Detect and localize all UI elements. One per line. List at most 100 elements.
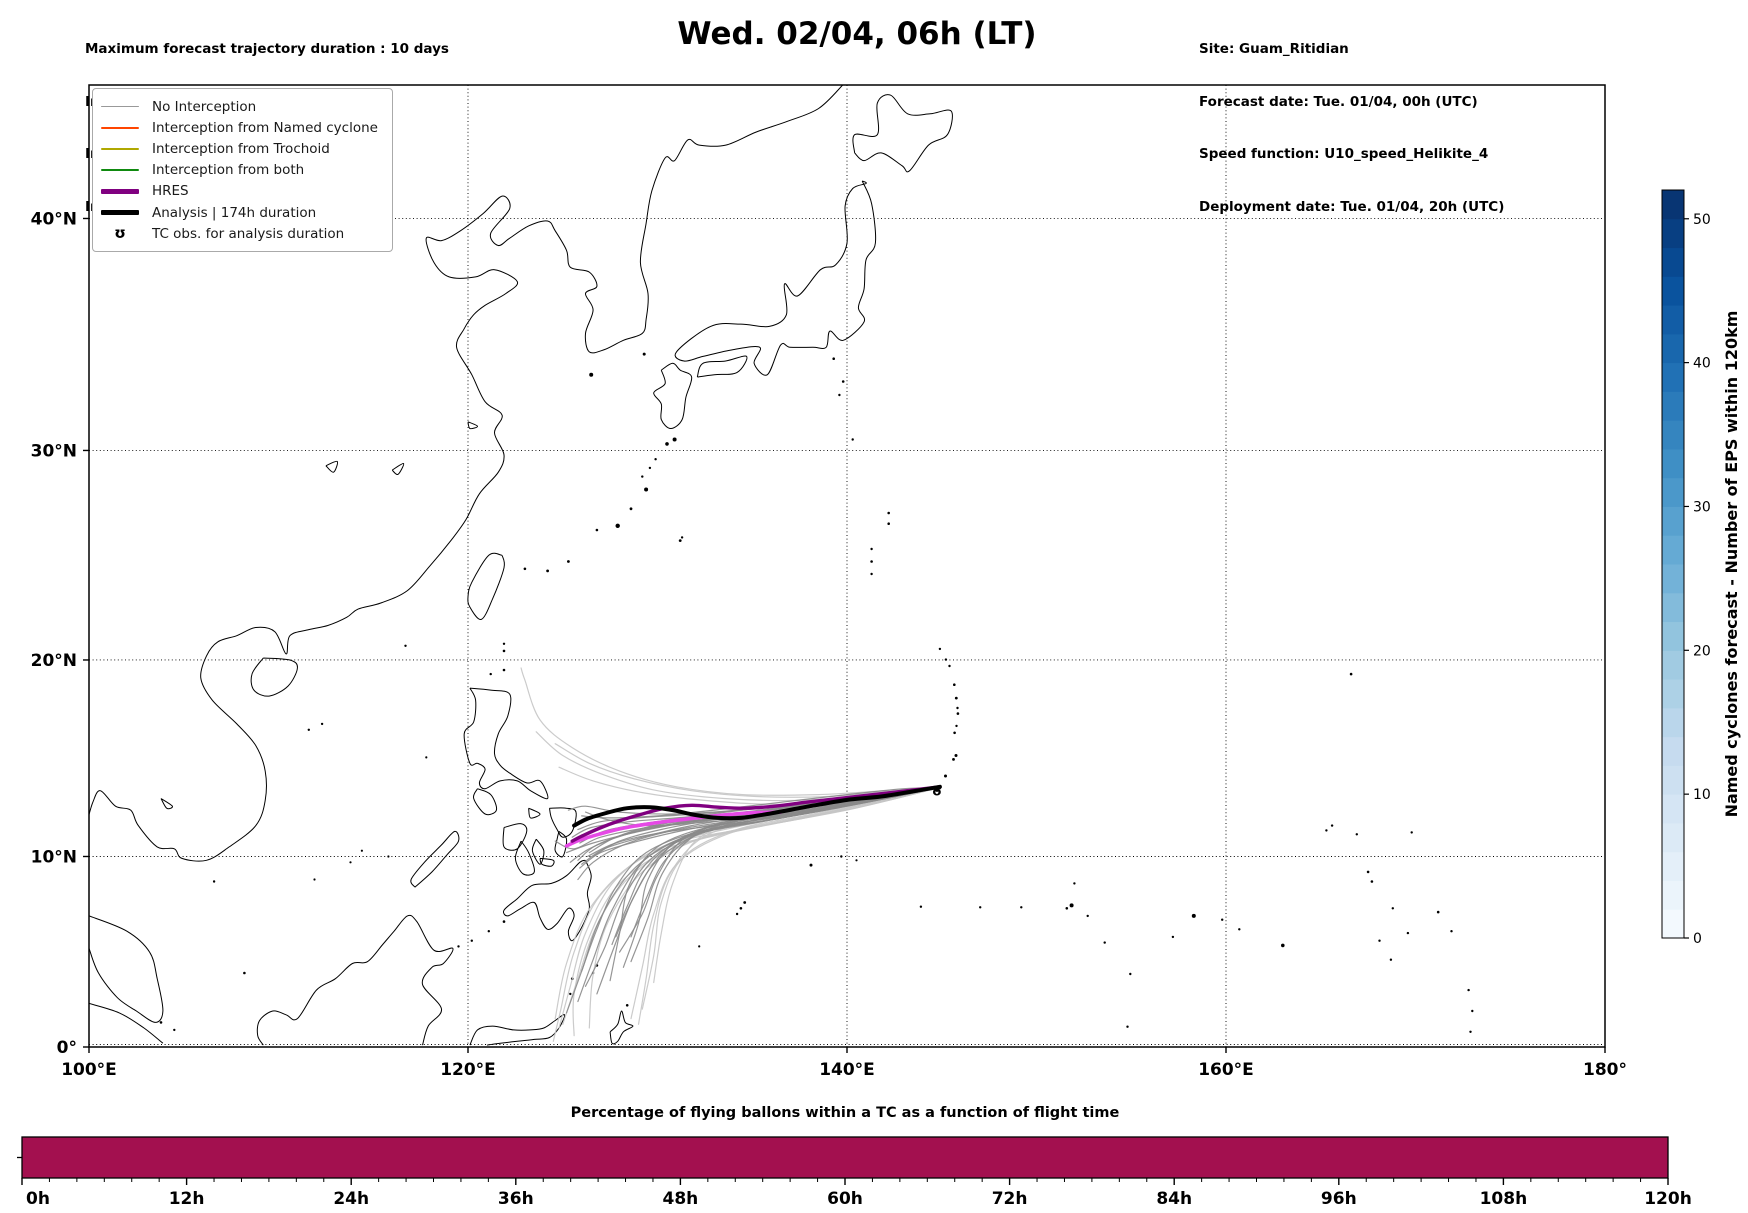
island-dot: [735, 912, 739, 916]
analysis-track: [572, 784, 942, 828]
colorbar-segment: [1662, 448, 1684, 479]
island-dot: [654, 458, 657, 461]
coastline: [539, 857, 555, 867]
bottom-chart-title: Percentage of flying ballons within a TC…: [571, 1105, 1120, 1121]
island-dot: [313, 878, 316, 881]
tc-obs-marker-icon: ʊ: [101, 226, 139, 241]
island-dot: [1410, 831, 1413, 834]
island-dot: [523, 567, 527, 571]
colorbar-segment: [1662, 736, 1684, 766]
legend-item-label: Interception from both: [152, 162, 305, 179]
coastline: [463, 687, 549, 800]
island-dot: [1330, 824, 1334, 827]
colorbar-segment: [1662, 333, 1684, 364]
island-dot: [1171, 935, 1175, 939]
island-dot: [743, 901, 747, 904]
legend-line-icon: [101, 127, 139, 129]
coastline: [514, 840, 535, 876]
colorbar-segment: [1662, 247, 1684, 277]
coastline: [469, 1014, 566, 1046]
ensemble-track: [554, 743, 940, 798]
coastline: [89, 1002, 164, 1044]
island-dot: [1065, 907, 1069, 910]
island-dot: [887, 511, 890, 515]
legend-line-swatch: [101, 127, 139, 129]
island-dot: [502, 668, 506, 672]
coastline: [696, 355, 748, 378]
coastline: [528, 807, 541, 819]
colorbar-segment: [1662, 592, 1684, 623]
island-dot: [944, 774, 947, 778]
coastline: [89, 85, 844, 862]
colorbar-segment: [1662, 851, 1684, 881]
island-dot: [979, 906, 982, 909]
island-dot: [615, 523, 620, 528]
lat-tick-label: 30°N: [31, 441, 77, 461]
island-dot: [489, 672, 492, 676]
coastline: [653, 362, 693, 429]
coastline: [531, 838, 545, 865]
island-dot: [870, 572, 873, 576]
island-dot: [629, 507, 633, 511]
island-dot: [1103, 941, 1106, 944]
header-right-line: Speed function: U10_speed_Helikite_4: [1199, 146, 1489, 162]
island-dot: [919, 905, 923, 908]
coastline: [410, 830, 460, 888]
lat-tick-label: 20°N: [31, 651, 77, 671]
bar-x-tick-label: 96h: [1321, 1189, 1357, 1209]
colorbar-segment: [1662, 679, 1684, 709]
coastline: [549, 807, 577, 838]
island-dot: [870, 547, 873, 551]
coastline: [391, 462, 405, 476]
island-dot: [457, 945, 460, 948]
bar-x-tick-label: 36h: [498, 1189, 534, 1209]
island-dot: [546, 569, 549, 573]
lon-tick-label: 160°E: [1198, 1060, 1254, 1080]
coastline: [467, 421, 478, 430]
island-dot: [1355, 833, 1359, 836]
colorbar-segment: [1662, 391, 1684, 421]
coastline: [852, 94, 953, 173]
island-dot: [1436, 910, 1440, 914]
island-dot: [1370, 880, 1374, 883]
island-dot: [1406, 931, 1410, 935]
island-dot: [1471, 1009, 1474, 1013]
header-right-line: Forecast date: Tue. 01/04, 00h (UTC): [1199, 93, 1478, 110]
island-dot: [739, 907, 743, 910]
colorbar-label: Named cyclones forecast - Number of EPS …: [1722, 311, 1741, 818]
island-dot: [159, 1021, 163, 1024]
island-dot: [953, 683, 956, 686]
island-dot: [840, 855, 843, 858]
island-dot: [953, 731, 956, 735]
legend-line-swatch: [101, 105, 139, 108]
island-dot: [625, 1004, 629, 1007]
island-dot: [595, 528, 599, 532]
island-dot: [1325, 829, 1328, 832]
legend-line-icon: [101, 105, 139, 108]
colorbar-segment: [1662, 765, 1684, 795]
map-area: ʊ: [89, 85, 1605, 1047]
ensemble-track: [615, 787, 940, 938]
island-dot: [952, 758, 955, 761]
island-dot: [173, 1028, 176, 1032]
legend-line-icon: [101, 169, 139, 171]
coastline: [325, 460, 338, 473]
colorbar-segment: [1662, 794, 1684, 824]
colorbar-segment: [1662, 362, 1684, 392]
island-dot: [672, 437, 677, 442]
island-dot: [212, 880, 216, 883]
hres-track: [570, 785, 942, 843]
bar-x-tick-label: 72h: [992, 1189, 1028, 1209]
island-dot: [307, 728, 310, 731]
island-dot: [1238, 928, 1241, 931]
legend-item-label: TC obs. for analysis duration: [152, 225, 345, 242]
legend-item-1: Interception from Named cyclone: [101, 117, 384, 138]
island-dot: [838, 393, 841, 397]
island-dot: [680, 536, 684, 539]
colorbar-segment: [1662, 506, 1684, 536]
legend-item-5: Analysis | 174h duration: [101, 202, 384, 223]
map-legend: No Interception Interception from Named c…: [92, 88, 393, 253]
island-dot: [887, 522, 890, 525]
